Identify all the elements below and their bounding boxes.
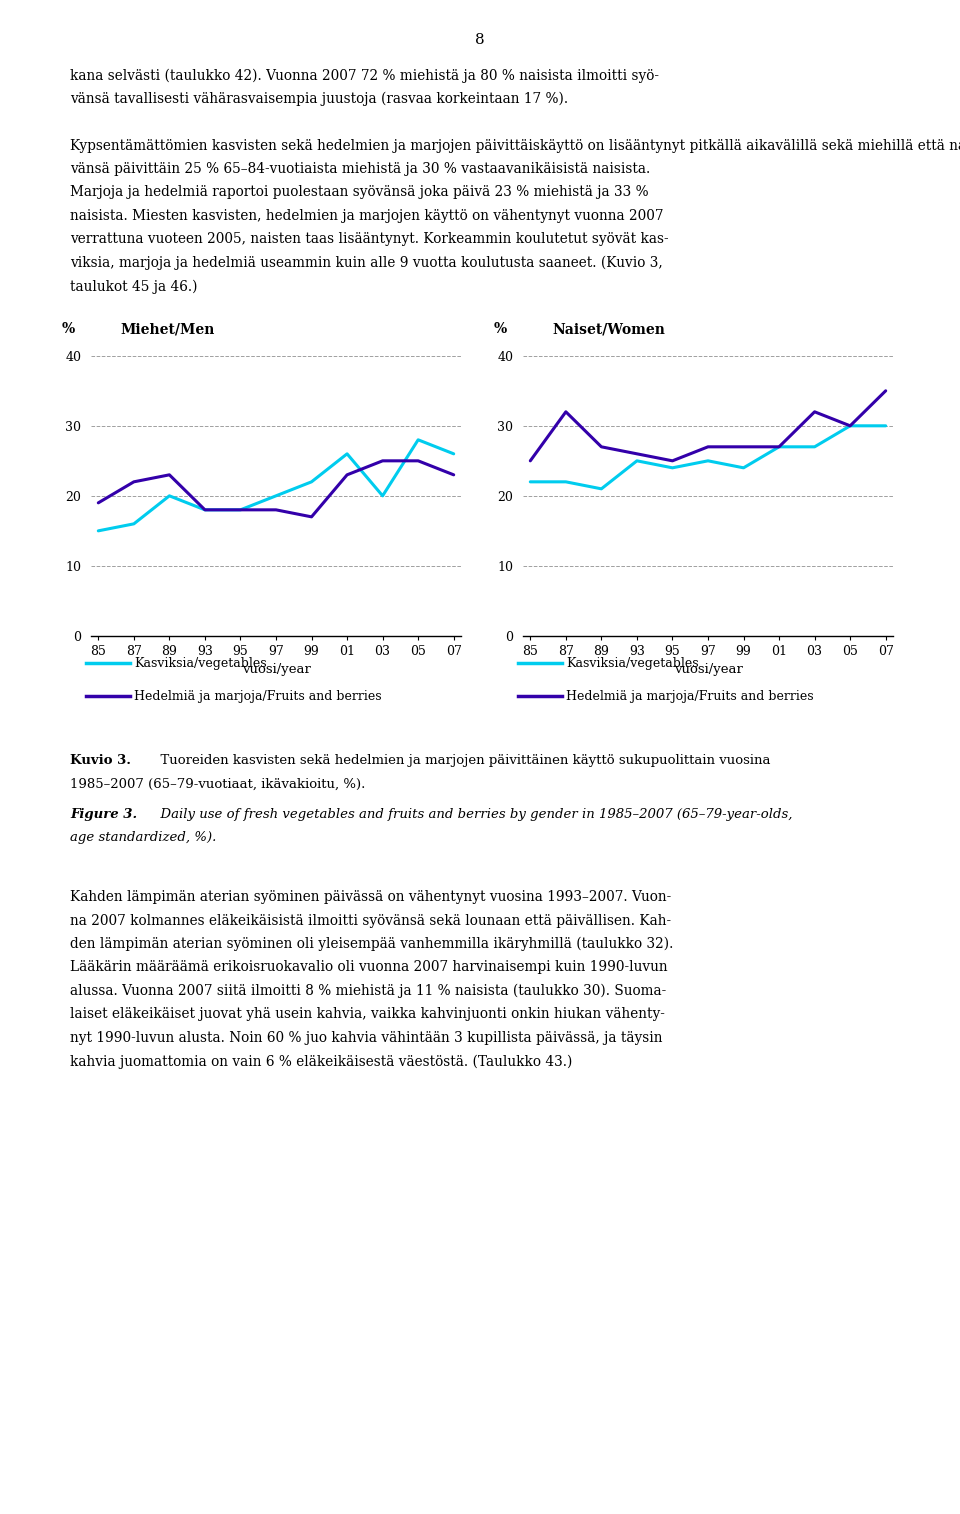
Text: Marjoja ja hedelmiä raportoi puolestaan syövänsä joka päivä 23 % miehistä ja 33 : Marjoja ja hedelmiä raportoi puolestaan …: [70, 186, 649, 200]
Text: Figure 3.: Figure 3.: [70, 808, 137, 821]
Text: Tuoreiden kasvisten sekä hedelmien ja marjojen päivittäinen käyttö sukupuolittai: Tuoreiden kasvisten sekä hedelmien ja ma…: [152, 754, 770, 768]
Text: Kasviksia/vegetables: Kasviksia/vegetables: [566, 657, 699, 669]
Text: Miehet/Men: Miehet/Men: [121, 322, 215, 336]
Text: vänsä tavallisesti vähärasvaisempia juustoja (rasvaa korkeintaan 17 %).: vänsä tavallisesti vähärasvaisempia juus…: [70, 91, 568, 106]
X-axis label: vuosi/year: vuosi/year: [674, 663, 742, 677]
Text: den lämpimän aterian syöminen oli yleisempää vanhemmilla ikäryhmillä (taulukko 3: den lämpimän aterian syöminen oli yleise…: [70, 937, 674, 951]
Text: Daily use of fresh vegetables and fruits and berries by gender in 1985–2007 (65–: Daily use of fresh vegetables and fruits…: [152, 808, 792, 821]
Text: %: %: [493, 322, 507, 336]
Text: kahvia juomattomia on vain 6 % eläkeikäisestä väestöstä. (Taulukko 43.): kahvia juomattomia on vain 6 % eläkeikäi…: [70, 1054, 572, 1069]
Text: vänsä päivittäin 25 % 65–84-vuotiaista miehistä ja 30 % vastaavanikäisistä naisi: vänsä päivittäin 25 % 65–84-vuotiaista m…: [70, 162, 650, 176]
Text: nyt 1990-luvun alusta. Noin 60 % juo kahvia vähintään 3 kupillista päivässä, ja : nyt 1990-luvun alusta. Noin 60 % juo kah…: [70, 1031, 662, 1045]
Text: %: %: [61, 322, 75, 336]
Text: naisista. Miesten kasvisten, hedelmien ja marjojen käyttö on vähentynyt vuonna 2: naisista. Miesten kasvisten, hedelmien j…: [70, 209, 663, 223]
Text: na 2007 kolmannes eläkeikäisistä ilmoitti syövänsä sekä lounaan että päivällisen: na 2007 kolmannes eläkeikäisistä ilmoitt…: [70, 913, 671, 928]
Text: Hedelmiä ja marjoja/Fruits and berries: Hedelmiä ja marjoja/Fruits and berries: [134, 690, 382, 702]
Text: laiset eläkeikäiset juovat yhä usein kahvia, vaikka kahvinjuonti onkin hiukan vä: laiset eläkeikäiset juovat yhä usein kah…: [70, 1007, 665, 1022]
Text: verrattuna vuoteen 2005, naisten taas lisääntynyt. Korkeammin koulutetut syövät : verrattuna vuoteen 2005, naisten taas li…: [70, 232, 669, 247]
Text: Lääkärin määräämä erikoisruokavalio oli vuonna 2007 harvinaisempi kuin 1990-luvu: Lääkärin määräämä erikoisruokavalio oli …: [70, 960, 668, 975]
Text: kana selvästi (taulukko 42). Vuonna 2007 72 % miehistä ja 80 % naisista ilmoitti: kana selvästi (taulukko 42). Vuonna 2007…: [70, 68, 660, 83]
Text: Kasviksia/vegetables: Kasviksia/vegetables: [134, 657, 267, 669]
Text: alussa. Vuonna 2007 siitä ilmoitti 8 % miehistä ja 11 % naisista (taulukko 30). : alussa. Vuonna 2007 siitä ilmoitti 8 % m…: [70, 984, 666, 998]
Text: age standardized, %).: age standardized, %).: [70, 831, 216, 845]
Text: taulukot 45 ja 46.): taulukot 45 ja 46.): [70, 279, 198, 294]
Text: Kahden lämpimän aterian syöminen päivässä on vähentynyt vuosina 1993–2007. Vuon-: Kahden lämpimän aterian syöminen päiväss…: [70, 890, 671, 904]
Text: Kypsentämättömien kasvisten sekä hedelmien ja marjojen päivittäiskäyttö on lisää: Kypsentämättömien kasvisten sekä hedelmi…: [70, 138, 960, 153]
X-axis label: vuosi/year: vuosi/year: [242, 663, 310, 677]
Text: Naiset/Women: Naiset/Women: [553, 322, 665, 336]
Text: Hedelmiä ja marjoja/Fruits and berries: Hedelmiä ja marjoja/Fruits and berries: [566, 690, 814, 702]
Text: 1985–2007 (65–79-vuotiaat, ikävakioitu, %).: 1985–2007 (65–79-vuotiaat, ikävakioitu, …: [70, 778, 366, 790]
Text: Kuvio 3.: Kuvio 3.: [70, 754, 132, 768]
Text: viksia, marjoja ja hedelmiä useammin kuin alle 9 vuotta koulutusta saaneet. (Kuv: viksia, marjoja ja hedelmiä useammin kui…: [70, 256, 662, 271]
Text: 8: 8: [475, 33, 485, 47]
